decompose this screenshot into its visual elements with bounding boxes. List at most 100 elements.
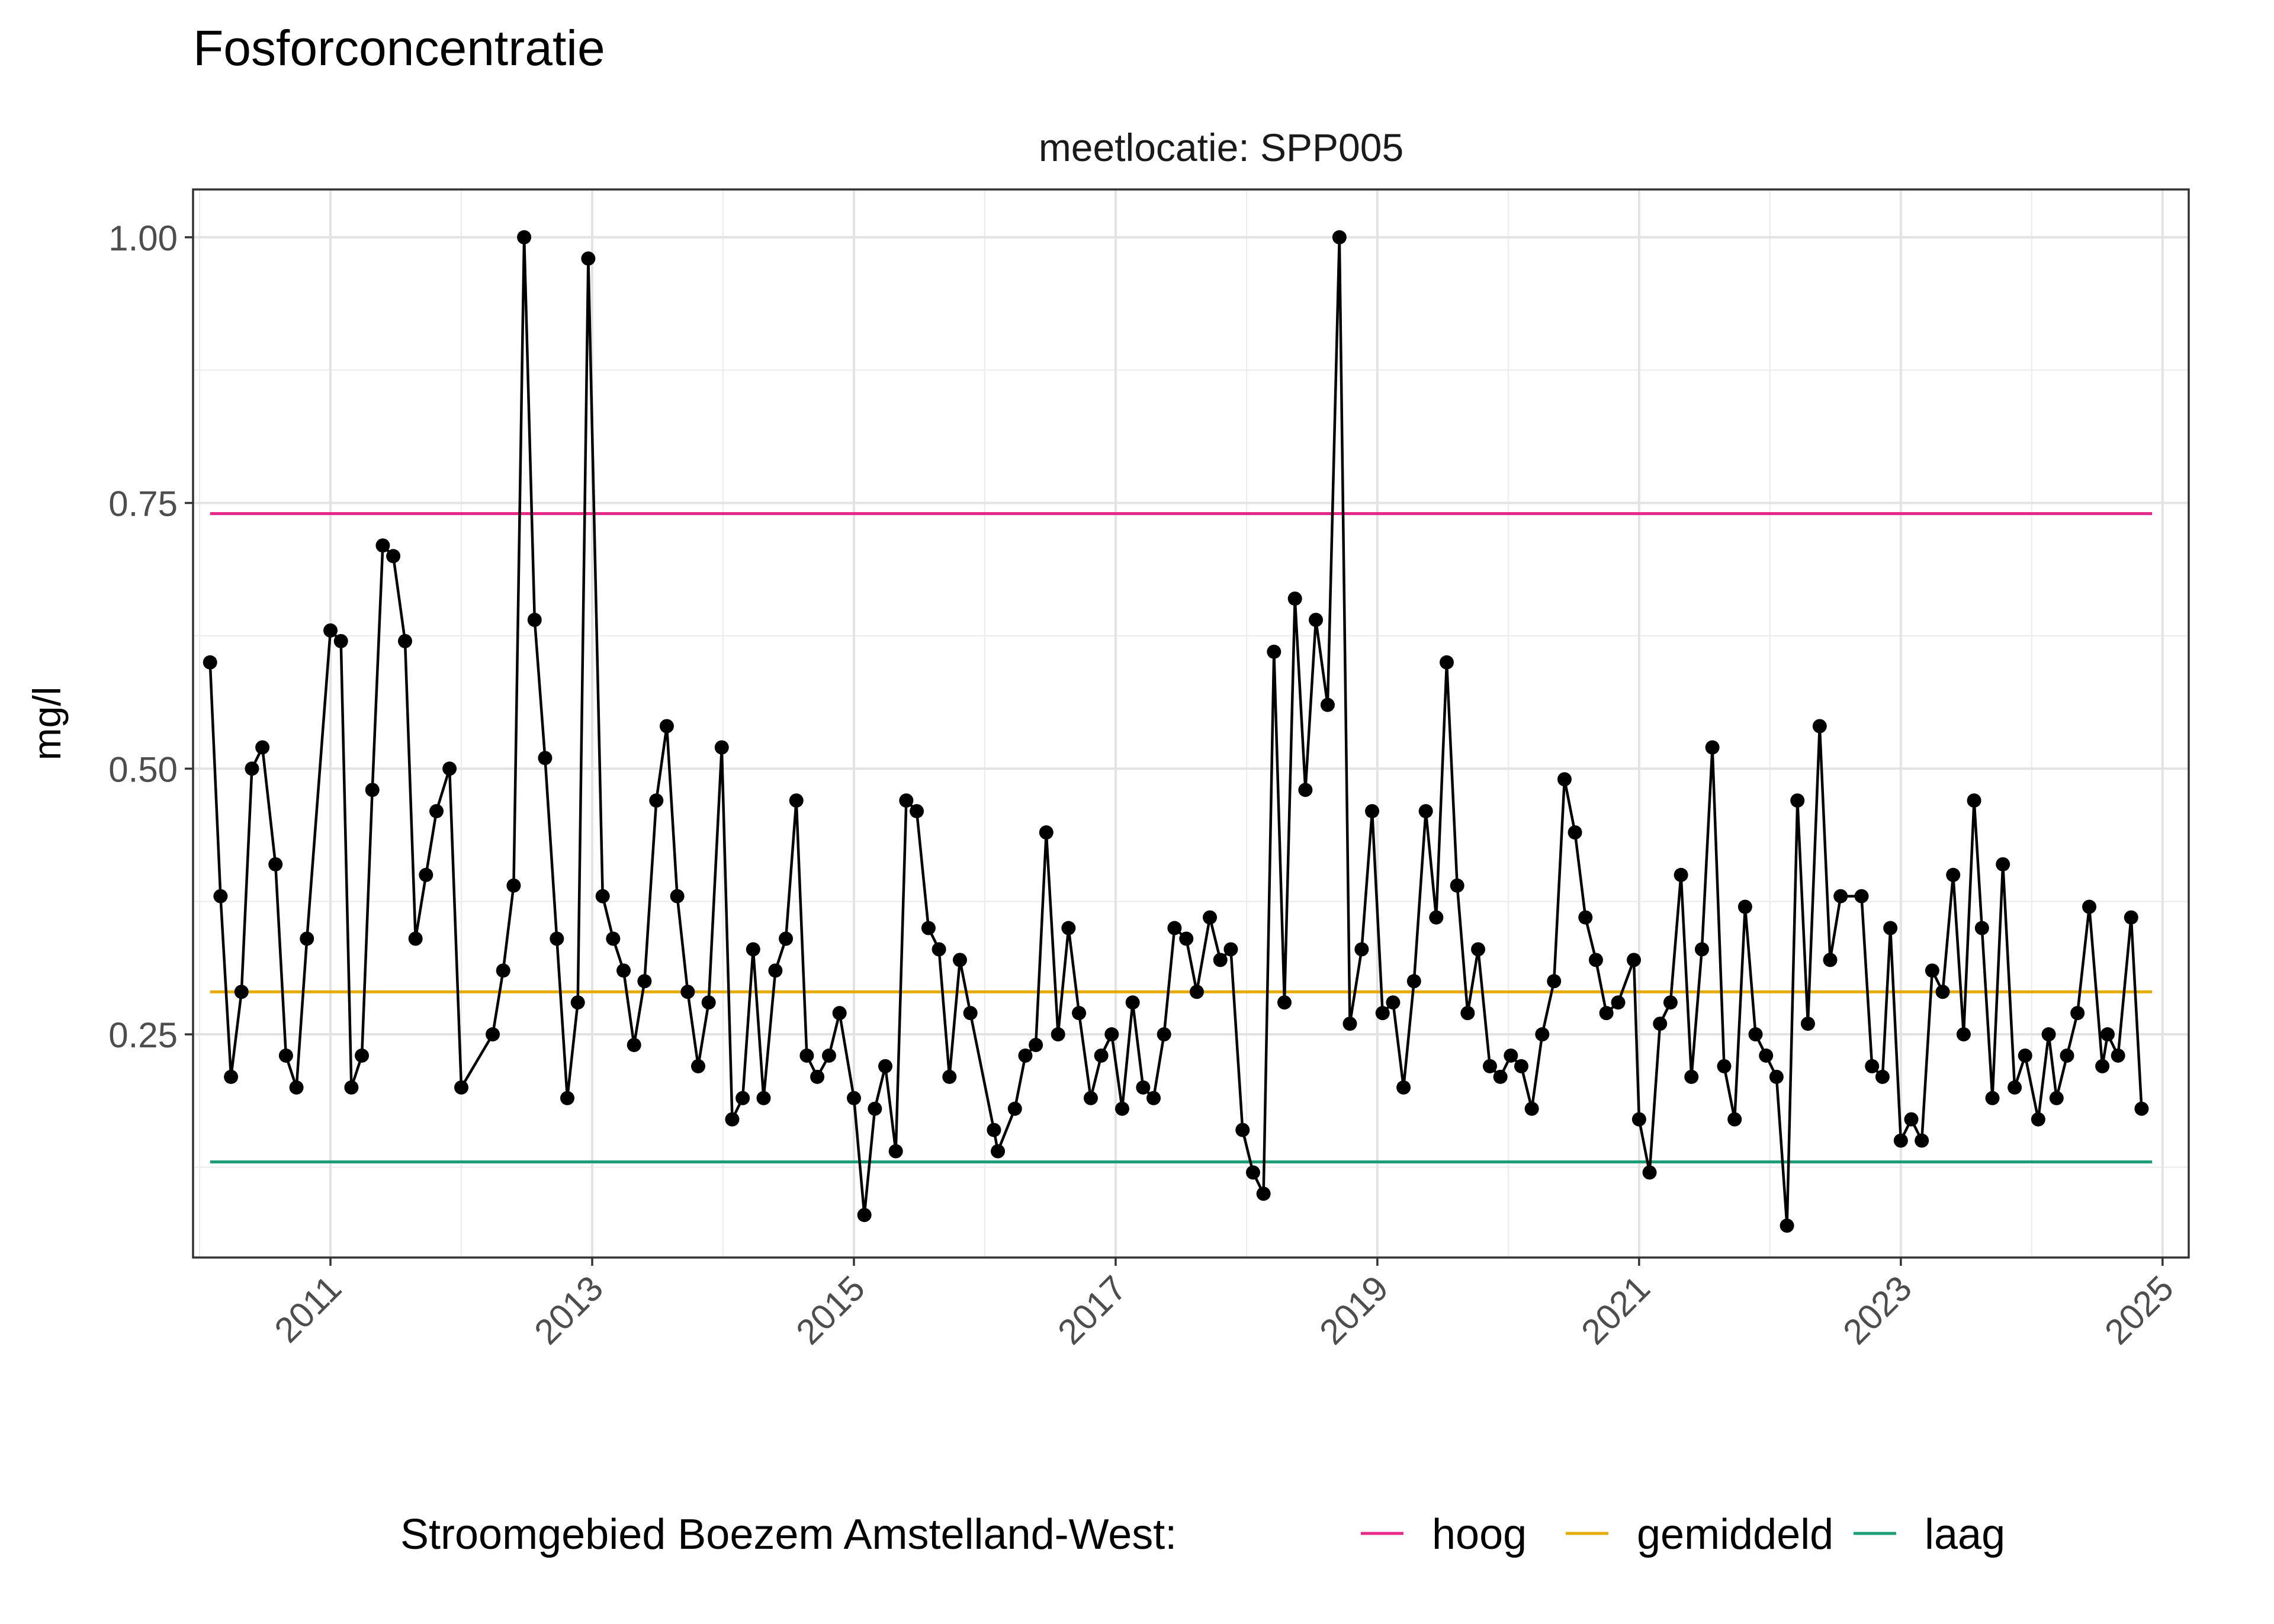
data-point xyxy=(1267,644,1281,659)
data-point xyxy=(987,1123,1001,1137)
data-point xyxy=(735,1091,750,1105)
data-point xyxy=(1883,921,1898,935)
data-point xyxy=(234,985,249,999)
data-point xyxy=(2070,1006,2085,1021)
data-point xyxy=(1578,910,1593,925)
data-point xyxy=(1705,740,1720,755)
data-point xyxy=(255,740,270,755)
data-point xyxy=(991,1144,1006,1159)
reference-lines xyxy=(210,512,2153,1163)
legend: Stroomgebied Boezem Amstelland-West: hoog… xyxy=(400,1511,2005,1558)
data-point xyxy=(1535,1027,1550,1042)
data-point xyxy=(1653,1017,1668,1031)
data-point xyxy=(1568,825,1582,840)
data-point xyxy=(878,1059,893,1073)
data-point xyxy=(1759,1048,1774,1063)
data-point xyxy=(2008,1080,2022,1095)
data-point xyxy=(659,719,674,734)
data-point xyxy=(1320,697,1335,712)
data-point xyxy=(538,751,553,766)
data-point xyxy=(1136,1080,1151,1095)
data-point xyxy=(1213,953,1228,967)
data-point xyxy=(1727,1112,1742,1127)
series-line xyxy=(208,236,2143,1227)
data-point xyxy=(2031,1112,2045,1127)
data-point xyxy=(300,931,314,946)
data-point xyxy=(550,931,564,946)
data-point xyxy=(2111,1048,2125,1063)
data-point xyxy=(1471,942,1486,957)
data-point xyxy=(333,633,348,648)
data-point xyxy=(1256,1186,1271,1201)
data-point xyxy=(1029,1037,1043,1052)
data-point xyxy=(1189,985,1204,999)
data-point xyxy=(810,1069,825,1084)
data-point xyxy=(442,761,457,776)
data-point xyxy=(2134,1101,2149,1116)
data-point xyxy=(1967,793,1981,808)
data-point xyxy=(1631,1112,1646,1127)
data-point xyxy=(245,761,259,776)
data-point xyxy=(506,878,521,893)
series-points xyxy=(203,230,2149,1233)
data-point xyxy=(2049,1091,2064,1105)
data-point xyxy=(1823,953,1838,967)
data-point xyxy=(1429,910,1444,925)
data-point xyxy=(2060,1048,2074,1063)
data-point xyxy=(1083,1091,1098,1105)
data-point xyxy=(2100,1027,2115,1042)
data-point xyxy=(1875,1069,1890,1084)
data-point xyxy=(2095,1059,2110,1073)
data-point xyxy=(756,1091,771,1105)
data-point xyxy=(581,251,596,266)
data-point xyxy=(1460,1006,1475,1021)
data-point xyxy=(627,1037,641,1052)
data-point xyxy=(1956,1027,1971,1042)
data-point xyxy=(203,655,217,670)
data-point xyxy=(1854,889,1869,903)
data-point xyxy=(1748,1027,1763,1042)
data-point xyxy=(746,942,760,957)
data-point xyxy=(899,793,914,808)
data-point xyxy=(1790,793,1805,808)
data-point xyxy=(1694,942,1709,957)
legend-label-hoog: hoog xyxy=(1432,1511,1527,1558)
data-point xyxy=(397,633,412,648)
data-point xyxy=(323,623,338,638)
data-point xyxy=(1599,1006,1614,1021)
panel-border xyxy=(192,188,2190,1259)
data-point xyxy=(1493,1069,1508,1084)
data-point xyxy=(1684,1069,1699,1084)
data-point xyxy=(1915,1133,1929,1148)
data-point xyxy=(268,857,283,872)
data-point xyxy=(846,1091,861,1105)
data-point xyxy=(496,963,510,978)
data-point xyxy=(560,1091,575,1105)
data-point xyxy=(344,1080,359,1095)
data-point xyxy=(289,1080,304,1095)
data-point xyxy=(1287,591,1302,606)
data-point xyxy=(1482,1059,1497,1073)
data-point xyxy=(789,793,804,808)
data-point xyxy=(1157,1027,1171,1042)
data-point xyxy=(1179,931,1194,946)
data-point xyxy=(952,953,967,967)
data-point xyxy=(1611,995,1626,1010)
legend-title: Stroomgebied Boezem Amstelland-West: xyxy=(400,1511,1177,1558)
data-point xyxy=(2018,1048,2032,1063)
data-point xyxy=(355,1048,370,1063)
data-point xyxy=(942,1069,957,1084)
data-point xyxy=(1061,921,1076,935)
data-point xyxy=(799,1048,814,1063)
data-point xyxy=(517,230,532,245)
data-point xyxy=(1039,825,1054,840)
data-point xyxy=(1769,1069,1784,1084)
data-point xyxy=(1094,1048,1109,1063)
data-point xyxy=(1365,804,1380,819)
data-point xyxy=(1298,783,1313,797)
y-axis: 0.25 0.50 0.75 1.00 xyxy=(108,218,193,1055)
data-point xyxy=(1235,1123,1250,1137)
data-point xyxy=(1893,1133,1908,1148)
data-point xyxy=(386,549,401,564)
data-point xyxy=(1309,612,1324,627)
